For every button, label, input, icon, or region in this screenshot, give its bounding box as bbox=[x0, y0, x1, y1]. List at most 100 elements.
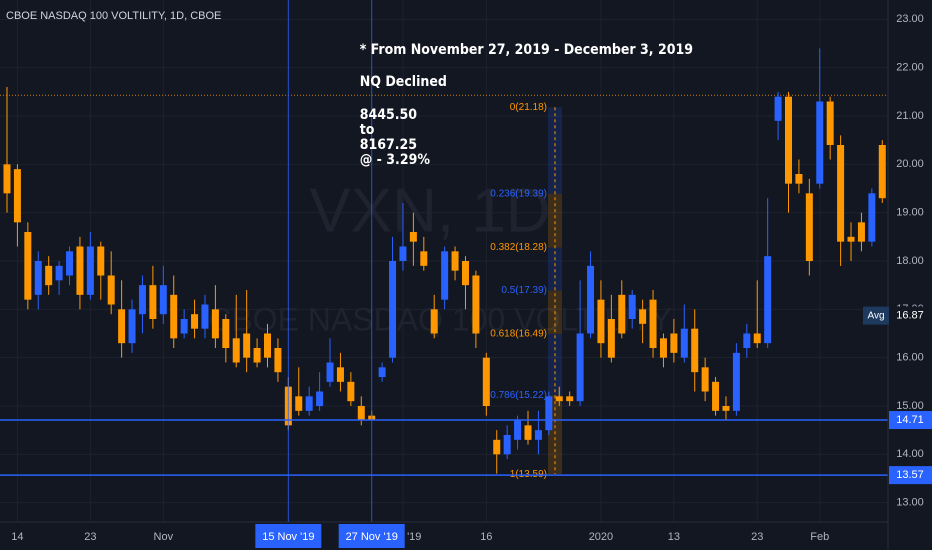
fib-label: 0.786(15.22) bbox=[490, 390, 547, 401]
fib-zone bbox=[548, 333, 562, 396]
candle-body bbox=[878, 145, 886, 199]
candle-body bbox=[3, 164, 11, 194]
x-tick-label: 2020 bbox=[589, 531, 613, 543]
candle-body bbox=[566, 396, 574, 402]
candle-body bbox=[545, 396, 553, 431]
candle-body bbox=[597, 299, 605, 344]
avg-value-box bbox=[889, 306, 932, 325]
candle-body bbox=[76, 246, 84, 295]
candle-body bbox=[107, 275, 115, 305]
candle-body bbox=[409, 232, 417, 242]
candle-body bbox=[128, 309, 136, 344]
candle-body bbox=[138, 285, 146, 315]
annotation-text: @ - 3.29% bbox=[360, 152, 431, 168]
candle-body bbox=[274, 348, 282, 373]
chart-title: CBOE NASDAQ 100 VOLTILITY, 1D, CBOE bbox=[6, 10, 221, 22]
candle-body bbox=[461, 261, 469, 286]
candle-body bbox=[45, 265, 53, 286]
y-tick-label: 22.00 bbox=[896, 62, 924, 74]
x-tick-label: 23 bbox=[751, 531, 763, 543]
event-label-box bbox=[255, 524, 322, 548]
y-tick-label: 14.00 bbox=[896, 448, 924, 460]
candle-body bbox=[618, 294, 626, 334]
candle-body bbox=[764, 256, 772, 344]
fib-label: 0.382(18.28) bbox=[490, 242, 547, 253]
candle-body bbox=[670, 333, 678, 353]
candle-body bbox=[264, 333, 271, 358]
candle-body bbox=[857, 222, 865, 242]
event-label: 27 Nov '19 bbox=[346, 531, 398, 543]
candle-body bbox=[639, 309, 647, 324]
candle-body bbox=[430, 309, 438, 334]
watermark-subtitle: CBOE NASDAQ 100 VOLTILITY bbox=[208, 301, 672, 337]
candle-body bbox=[316, 391, 324, 406]
fib-label: 0.5(17.39) bbox=[501, 285, 547, 296]
candle-body bbox=[97, 246, 105, 276]
candle-body bbox=[587, 265, 595, 334]
annotation-text: 8445.50 bbox=[360, 107, 418, 123]
candle-body bbox=[232, 338, 240, 363]
price-label-box bbox=[889, 466, 932, 485]
candle-body bbox=[534, 430, 542, 440]
candle-body bbox=[118, 309, 126, 344]
candle-body bbox=[378, 367, 386, 377]
annotation-text: NQ Declined bbox=[360, 74, 447, 90]
y-tick-label: 16.00 bbox=[896, 352, 924, 364]
candle-body bbox=[826, 101, 834, 145]
y-tick-label: 23.00 bbox=[896, 13, 924, 25]
candle-body bbox=[482, 357, 490, 406]
candle-body bbox=[753, 333, 761, 344]
candle-body bbox=[305, 396, 313, 411]
candle-body bbox=[659, 338, 667, 358]
candle-body bbox=[399, 246, 407, 261]
y-tick-label: 20.00 bbox=[896, 158, 924, 170]
candle-body bbox=[13, 169, 21, 223]
annotation-text: * From November 27, 2019 - December 3, 2… bbox=[360, 42, 693, 58]
candle-body bbox=[326, 362, 334, 382]
x-tick-label: 16 bbox=[480, 531, 492, 543]
candle-body bbox=[555, 396, 563, 402]
price-label-box bbox=[889, 411, 932, 430]
candle-body bbox=[628, 294, 636, 319]
fib-label: 0(21.18) bbox=[510, 102, 547, 113]
candle-body bbox=[514, 420, 522, 440]
candle-body bbox=[701, 367, 709, 392]
avg-tag-box bbox=[863, 306, 889, 325]
y-tick-label: 21.00 bbox=[896, 110, 924, 122]
y-tick-label: 18.00 bbox=[896, 255, 924, 267]
event-label-box bbox=[338, 524, 405, 548]
candle-body bbox=[222, 319, 230, 348]
candle-body bbox=[837, 145, 845, 242]
watermark: VXN, 1D bbox=[309, 176, 550, 245]
candle-body bbox=[680, 328, 688, 358]
price-label: 14.71 bbox=[896, 414, 924, 426]
candle-body bbox=[420, 251, 428, 266]
candle-body bbox=[253, 348, 261, 363]
candle-body bbox=[295, 396, 303, 411]
fib-zone bbox=[548, 247, 562, 291]
candle-body bbox=[336, 367, 344, 382]
annotation-text: 8167.25 bbox=[360, 137, 417, 153]
candle-body bbox=[55, 265, 63, 281]
candle-body bbox=[357, 406, 365, 421]
x-tick-label: 23 bbox=[84, 531, 96, 543]
candle-body bbox=[847, 236, 855, 242]
candle-body bbox=[607, 319, 615, 358]
candle-body bbox=[524, 425, 532, 440]
annotation-text: to bbox=[360, 122, 375, 138]
candle-body bbox=[576, 333, 584, 402]
candle-body bbox=[774, 96, 782, 121]
candle-body bbox=[732, 352, 740, 411]
y-tick-label: 13.00 bbox=[896, 497, 924, 509]
candle-body bbox=[785, 96, 792, 184]
candle-body bbox=[347, 381, 355, 402]
candle-body bbox=[816, 101, 824, 184]
fib-label: 0.236(19.39) bbox=[490, 188, 547, 199]
candle-body bbox=[243, 333, 251, 358]
candle-body bbox=[24, 232, 32, 300]
candle-body bbox=[180, 319, 188, 334]
candle-body bbox=[211, 309, 219, 339]
x-tick-label: Feb bbox=[810, 531, 829, 543]
fib-label: 0.618(16.49) bbox=[490, 329, 547, 340]
